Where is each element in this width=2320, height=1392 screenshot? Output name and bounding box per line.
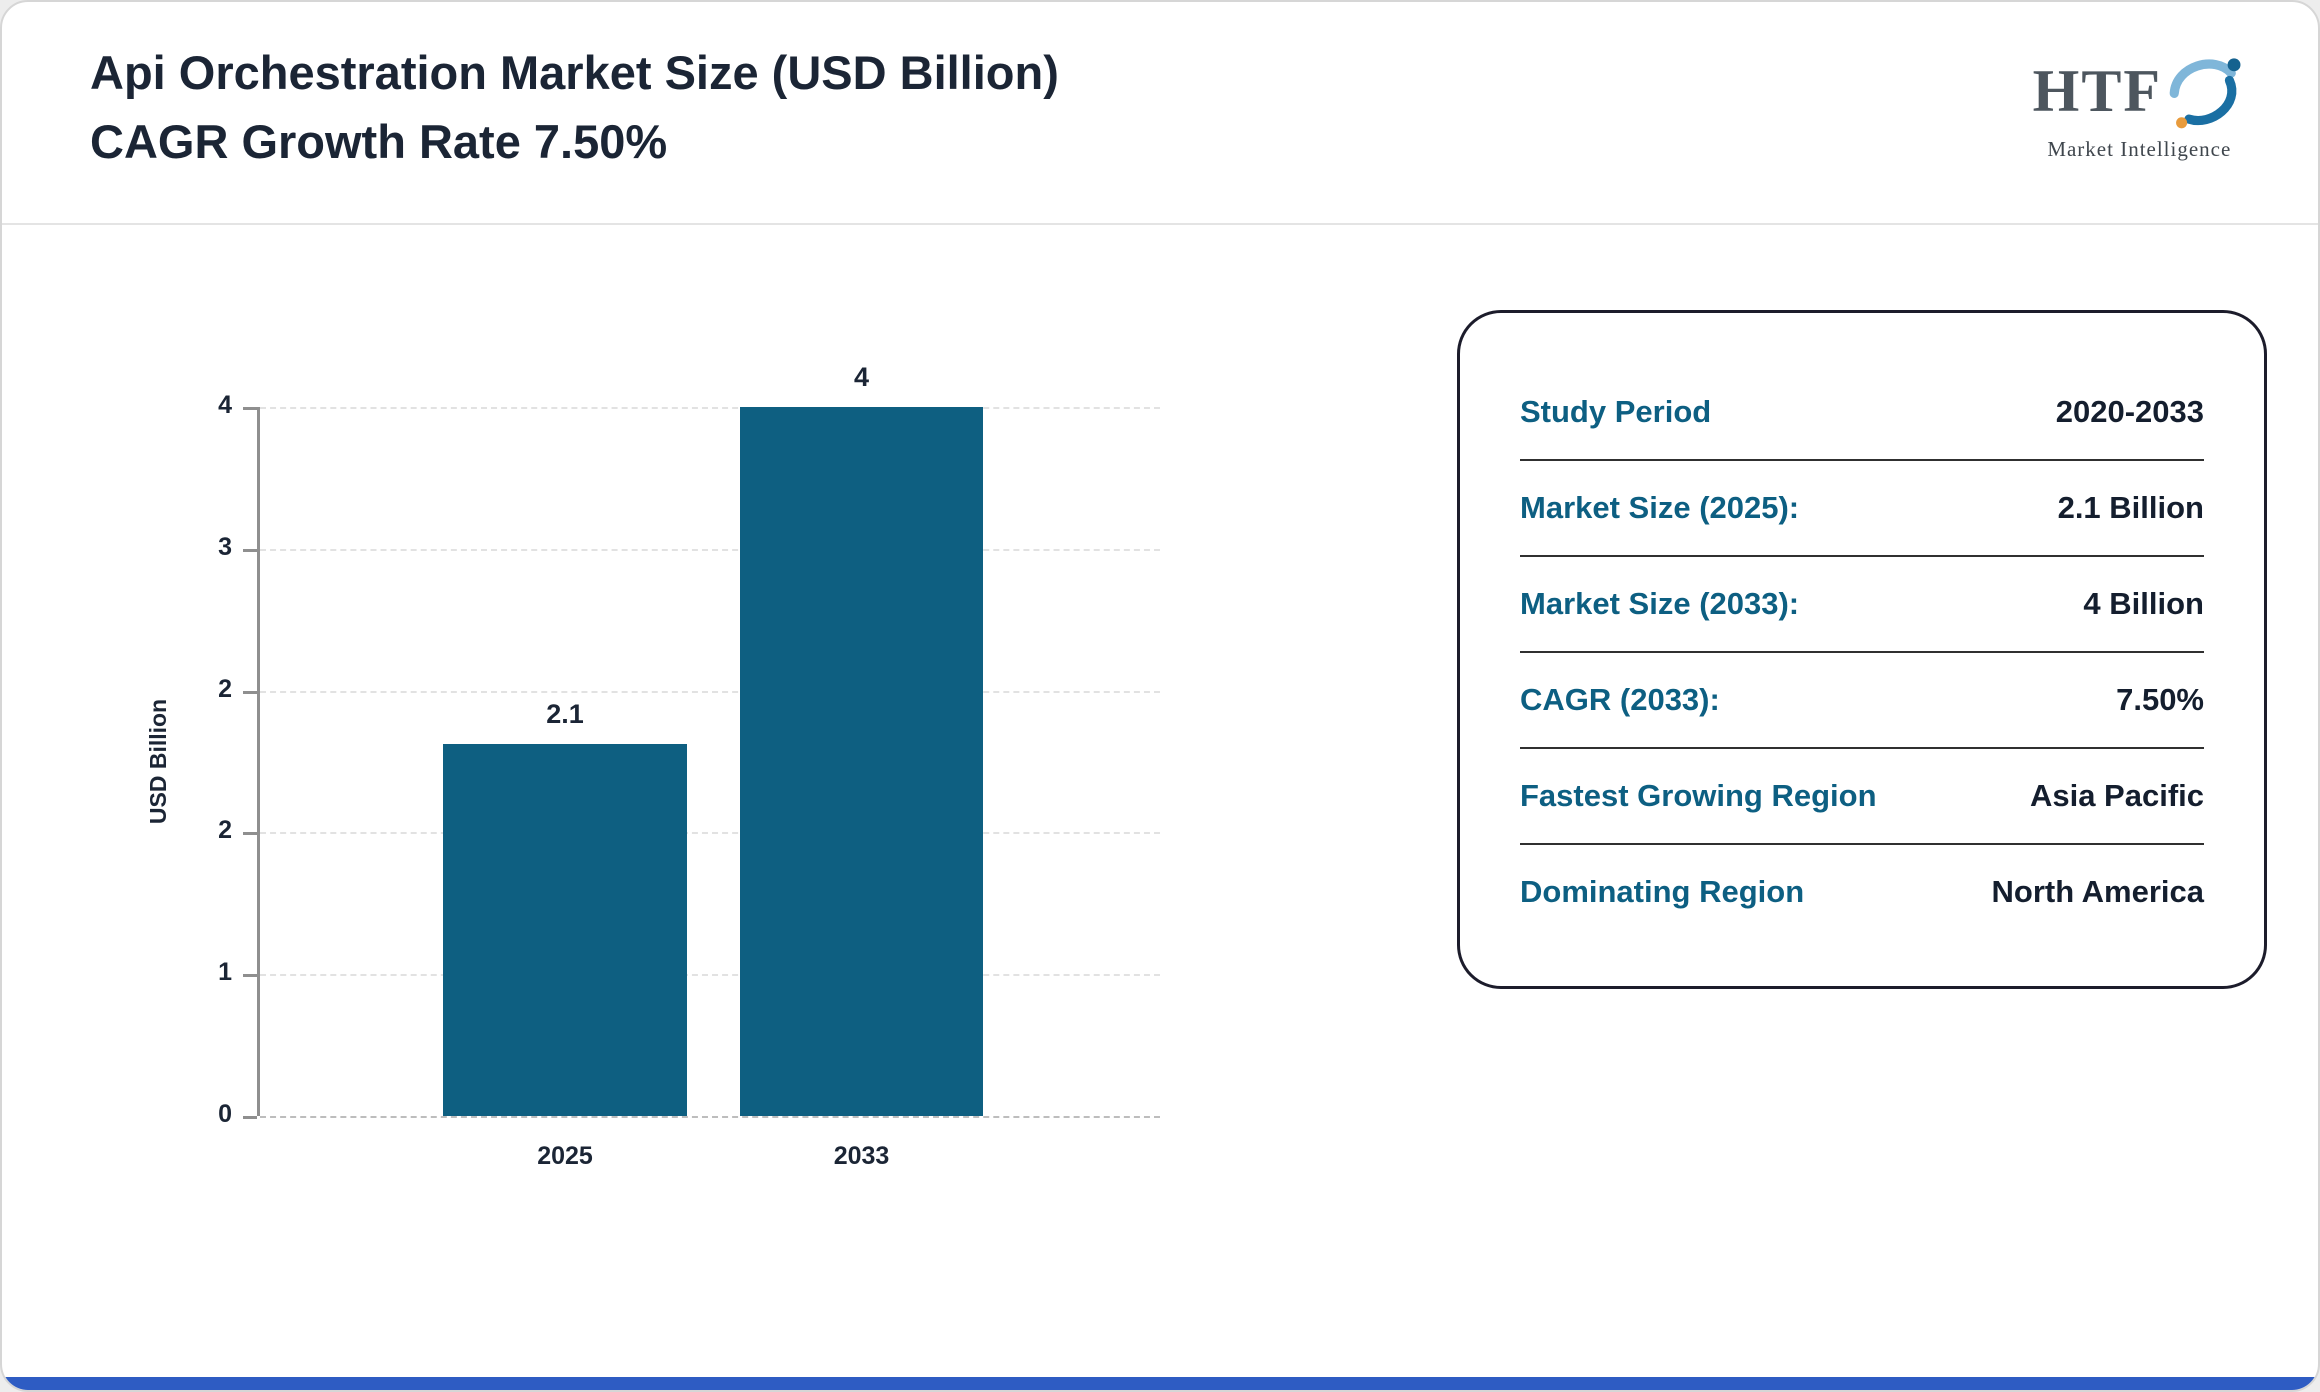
bar-chart: USD Billion 0 1 2 2 3 4 2.1 2025 4 2033 xyxy=(146,362,1160,1170)
htf-logo-mark-icon xyxy=(2154,40,2246,137)
bar xyxy=(740,407,983,1116)
gridline xyxy=(260,548,1160,551)
y-axis-tick xyxy=(243,690,257,694)
summary-row: Fastest Growing Region Asia Pacific xyxy=(1520,749,2204,845)
page-title-line2: CAGR Growth Rate 7.50% xyxy=(90,115,668,168)
y-axis-tick xyxy=(243,407,257,410)
gridline xyxy=(260,1116,1160,1118)
y-axis-tick xyxy=(243,974,257,978)
summary-row-label: Market Size (2033): xyxy=(1520,586,1800,621)
plot-area: 0 1 2 2 3 4 2.1 2025 4 2033 xyxy=(218,362,1160,1170)
bar-value-label: 4 xyxy=(853,362,870,392)
y-tick-label: 2 xyxy=(218,674,232,703)
x-tick-label: 2033 xyxy=(833,1142,890,1170)
page-title-line1: Api Orchestration Market Size (USD Billi… xyxy=(90,46,1059,99)
htf-logo-subtext: Market Intelligence xyxy=(2047,137,2232,161)
summary-row-value: 2020-2033 xyxy=(2055,394,2204,429)
y-axis-tick xyxy=(243,548,257,552)
summary-row: CAGR (2033): 7.50% xyxy=(1520,653,2204,749)
summary-row-label: Dominating Region xyxy=(1520,874,1805,909)
bar-value-label: 2.1 xyxy=(546,698,584,729)
summary-row-label: Study Period xyxy=(1520,394,1712,429)
summary-row-value: 7.50% xyxy=(2116,682,2204,717)
header-divider xyxy=(2,223,2318,225)
summary-row: Study Period 2020-2033 xyxy=(1520,365,2204,461)
summary-row-label: Market Size (2025): xyxy=(1520,490,1800,525)
summary-row-value: 4 Billion xyxy=(2083,586,2204,621)
y-axis-title: USD Billion xyxy=(129,407,189,1116)
summary-row: Market Size (2033): 4 Billion xyxy=(1520,557,2204,653)
summary-row: Dominating Region North America xyxy=(1520,845,2204,939)
gridline xyxy=(260,832,1160,835)
gridline xyxy=(260,407,1160,409)
htf-logo: HTF Market Intelligence xyxy=(2033,46,2246,162)
y-axis-tick xyxy=(243,1116,257,1119)
summary-row-value: Asia Pacific xyxy=(2029,778,2204,813)
y-tick-label: 3 xyxy=(218,532,232,561)
summary-row: Market Size (2025): 2.1 Billion xyxy=(1520,461,2204,557)
y-tick-label: 1 xyxy=(218,958,232,987)
gridline xyxy=(260,974,1160,977)
page-title: Api Orchestration Market Size (USD Billi… xyxy=(90,38,1059,176)
y-axis-tick xyxy=(243,832,257,836)
summary-row-value: 2.1 Billion xyxy=(2057,490,2204,525)
summary-card: Study Period 2020-2033 Market Size (2025):… xyxy=(1457,310,2267,989)
y-axis-title-text: USD Billion xyxy=(145,698,172,825)
summary-row-label: CAGR (2033): xyxy=(1520,682,1720,717)
gridline xyxy=(260,690,1160,693)
bottom-accent-bar xyxy=(2,1377,2318,1390)
htf-logo-top: HTF xyxy=(2033,46,2246,137)
summary-row-label: Fastest Growing Region xyxy=(1520,778,1877,813)
summary-card-rows: Study Period 2020-2033 Market Size (2025):… xyxy=(1520,365,2204,939)
bar xyxy=(443,743,687,1116)
y-tick-label: 2 xyxy=(218,816,232,845)
summary-row-value: North America xyxy=(1991,874,2204,909)
y-tick-label: 4 xyxy=(218,391,232,420)
x-tick-label: 2025 xyxy=(537,1142,593,1170)
y-tick-label: 0 xyxy=(218,1100,232,1129)
htf-logo-text: HTF xyxy=(2032,58,2162,124)
